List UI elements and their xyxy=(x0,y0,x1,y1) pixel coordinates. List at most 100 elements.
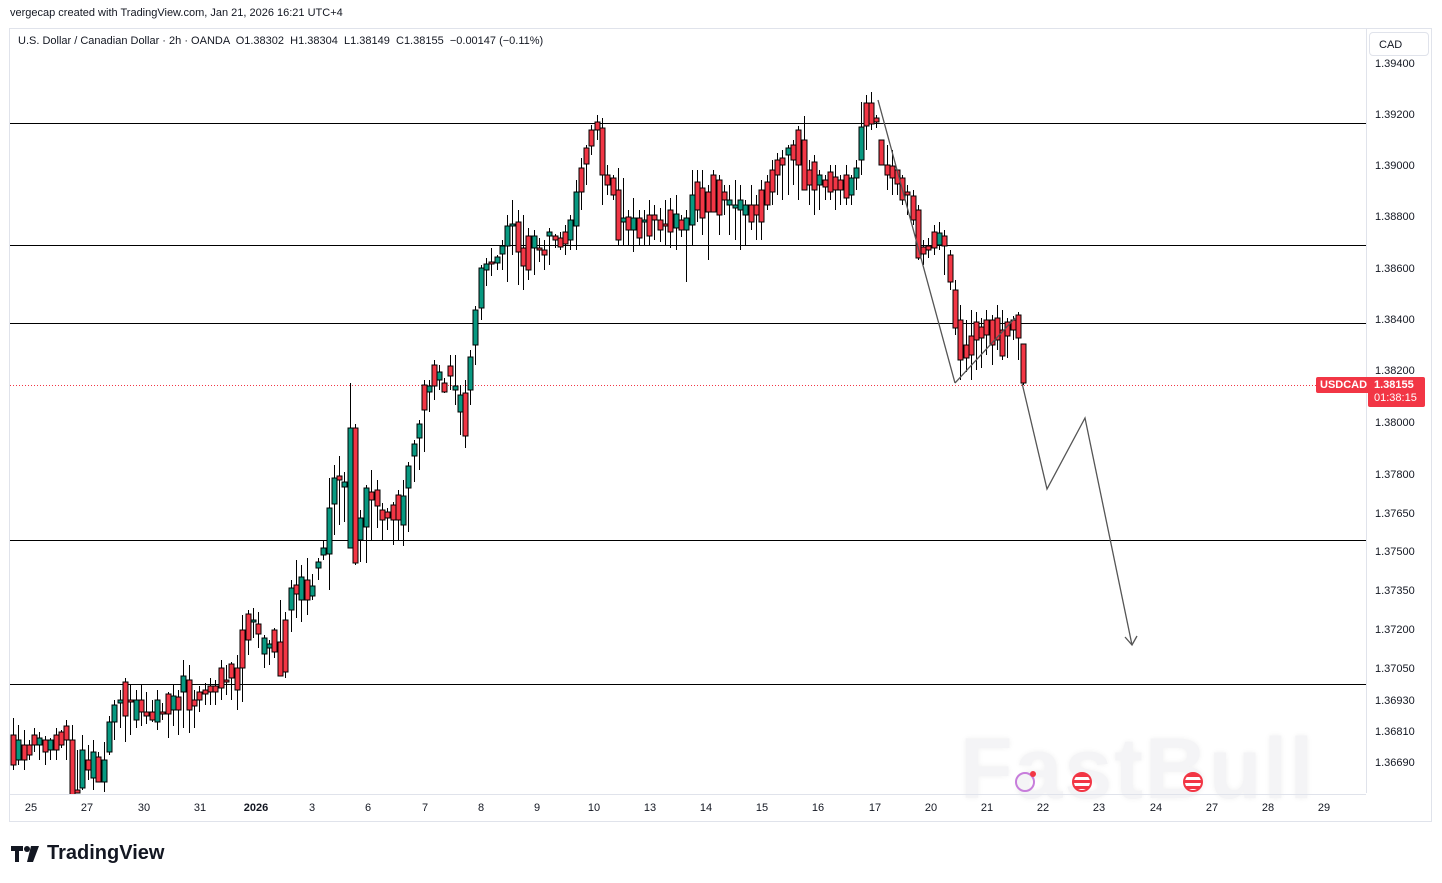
bearish-candle xyxy=(678,219,685,231)
bullish-candle xyxy=(288,587,295,611)
bearish-candle xyxy=(196,691,203,701)
bullish-candle xyxy=(816,174,823,186)
bearish-candle xyxy=(138,699,145,713)
bullish-candle xyxy=(180,675,187,693)
bearish-candle xyxy=(963,344,970,359)
symbol-legend[interactable]: U.S. Dollar / Canadian Dollar · 2h · OAN… xyxy=(18,35,544,47)
bearish-candle xyxy=(801,139,808,191)
bearish-candle xyxy=(122,681,129,717)
bearish-candle xyxy=(562,231,569,245)
bearish-candle xyxy=(968,335,975,356)
us-flag-event-icon[interactable] xyxy=(1183,772,1203,792)
lightning-event-icon[interactable] xyxy=(1015,771,1036,792)
bearish-candle xyxy=(646,214,653,237)
time-tick: 17 xyxy=(868,802,882,814)
chart-credit: vergecap created with TradingView.com, J… xyxy=(10,7,343,19)
bullish-candle xyxy=(320,547,327,556)
bullish-candle xyxy=(261,637,268,655)
bullish-candle xyxy=(858,126,865,161)
bearish-candle xyxy=(175,696,182,711)
bearish-candle xyxy=(795,129,802,166)
time-tick: 6 xyxy=(364,802,372,814)
bearish-candle xyxy=(769,169,776,193)
current-price: 1.38155 xyxy=(1374,379,1414,391)
bullish-candle xyxy=(117,699,124,704)
bearish-candle xyxy=(837,179,844,191)
bearish-candle xyxy=(889,165,896,179)
bearish-candle xyxy=(973,321,980,341)
bearish-candle xyxy=(904,191,911,196)
bearish-candle xyxy=(95,756,102,783)
bearish-candle xyxy=(515,221,522,253)
bearish-candle xyxy=(994,317,1001,341)
tradingview-logo[interactable]: TradingView xyxy=(11,842,164,865)
bullish-candle xyxy=(426,385,433,393)
bullish-candle xyxy=(266,643,273,649)
bearish-candle xyxy=(293,584,300,595)
currency-button[interactable]: CAD xyxy=(1369,32,1429,56)
bearish-candle xyxy=(1015,314,1022,339)
bearish-candle xyxy=(610,177,617,196)
symbol-name: U.S. Dollar / Canadian Dollar xyxy=(18,35,160,47)
bearish-candle xyxy=(947,254,954,283)
bearish-candle xyxy=(525,235,532,271)
bullish-candle xyxy=(509,223,516,227)
price-tick: 1.37200 xyxy=(1375,624,1415,636)
bearish-candle xyxy=(764,181,771,206)
bearish-candle xyxy=(925,245,932,251)
candlestick-chart[interactable] xyxy=(0,0,1366,794)
bullish-candle xyxy=(90,751,97,779)
bearish-candle xyxy=(721,191,728,201)
bearish-candle xyxy=(159,711,166,715)
bullish-candle xyxy=(472,309,479,346)
bearish-candle xyxy=(983,319,990,336)
bearish-candle xyxy=(699,187,706,219)
bearish-candle xyxy=(615,189,622,241)
bearish-candle xyxy=(604,174,611,186)
bullish-candle xyxy=(742,204,749,216)
bearish-candle xyxy=(234,667,241,691)
bearish-candle xyxy=(753,204,760,216)
bearish-candle xyxy=(578,167,585,193)
bullish-candle xyxy=(499,245,506,255)
bullish-candle xyxy=(154,699,161,723)
bearish-candle xyxy=(282,619,289,673)
price-tick: 1.38000 xyxy=(1375,417,1415,429)
bearish-candle xyxy=(583,147,590,165)
bearish-candle xyxy=(667,209,674,233)
bearish-candle xyxy=(53,734,60,751)
bearish-candle xyxy=(557,237,564,248)
bearish-candle xyxy=(822,179,829,188)
time-tick: 29 xyxy=(1317,802,1331,814)
bearish-candle xyxy=(758,189,765,223)
bullish-candle xyxy=(531,235,538,249)
bearish-candle xyxy=(978,326,985,339)
bearish-candle xyxy=(223,679,230,683)
time-tick: 16 xyxy=(811,802,825,814)
us-flag-event-icon[interactable] xyxy=(1072,772,1092,792)
time-tick: 24 xyxy=(1149,802,1163,814)
bearish-candle xyxy=(384,511,391,519)
bearish-candle xyxy=(368,491,375,501)
bullish-candle xyxy=(106,721,113,753)
price-tick: 1.38200 xyxy=(1375,365,1415,377)
bearish-candle xyxy=(863,102,870,127)
bullish-candle xyxy=(170,695,177,711)
low-value: L1.38149 xyxy=(343,35,390,47)
bullish-candle xyxy=(411,443,418,457)
bullish-candle xyxy=(315,561,322,569)
bullish-candle xyxy=(331,477,338,505)
bullish-candle xyxy=(111,704,118,723)
bullish-candle xyxy=(452,385,459,391)
arrow-head-icon xyxy=(1124,635,1138,647)
time-tick: 13 xyxy=(643,802,657,814)
bearish-candle xyxy=(447,365,454,377)
bearish-candle xyxy=(421,384,428,411)
tradingview-logo-icon xyxy=(11,845,39,862)
bearish-candle xyxy=(85,759,92,771)
bearish-candle xyxy=(127,699,134,703)
bullish-candle xyxy=(683,217,690,231)
price-axis[interactable] xyxy=(1366,29,1433,793)
chart-frame xyxy=(9,28,1432,822)
time-axis[interactable] xyxy=(10,794,1366,822)
